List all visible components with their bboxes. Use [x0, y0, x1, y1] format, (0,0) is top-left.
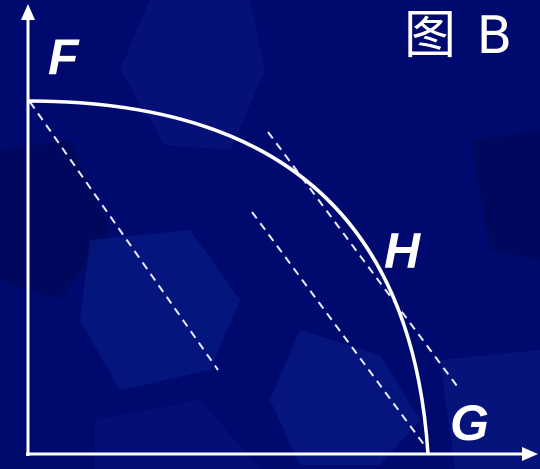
background-shape: [440, 350, 540, 469]
label-g: G: [450, 395, 489, 451]
background-shape: [120, 0, 265, 150]
y-axis-arrowhead: [21, 4, 35, 20]
axes: [21, 4, 538, 461]
dashed-line-from-f: [29, 101, 219, 371]
dashed-lines: [29, 101, 461, 451]
x-axis-arrowhead: [522, 447, 538, 461]
background-shape: [270, 330, 420, 465]
label-f: F: [48, 29, 79, 85]
background-shape: [95, 400, 260, 469]
label-h: H: [384, 223, 421, 279]
dashed-line-middle: [251, 211, 429, 451]
tangent-line-at-h: [267, 131, 461, 391]
background-shape: [80, 230, 240, 390]
background-shape: [470, 130, 540, 260]
figure-title: 图 B: [404, 6, 515, 66]
frontier-curve: [27, 99, 430, 455]
